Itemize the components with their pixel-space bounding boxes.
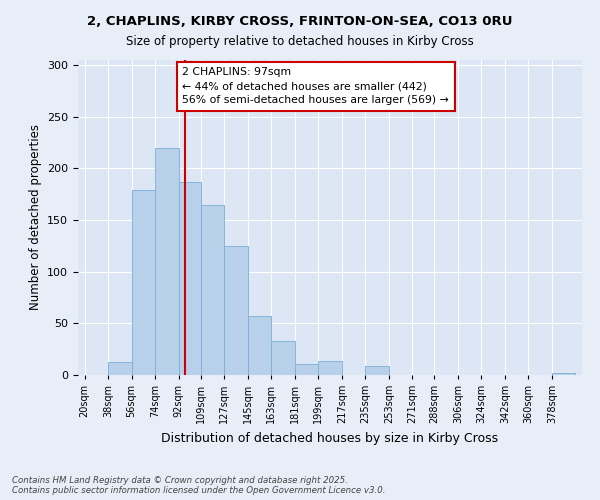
- Text: 2 CHAPLINS: 97sqm
← 44% of detached houses are smaller (442)
56% of semi-detache: 2 CHAPLINS: 97sqm ← 44% of detached hous…: [182, 67, 449, 105]
- Bar: [108, 362, 131, 375]
- Y-axis label: Number of detached properties: Number of detached properties: [29, 124, 41, 310]
- Bar: [295, 364, 318, 375]
- Text: Contains HM Land Registry data © Crown copyright and database right 2025.
Contai: Contains HM Land Registry data © Crown c…: [12, 476, 386, 495]
- Bar: [224, 246, 248, 375]
- Bar: [318, 360, 342, 375]
- Bar: [248, 316, 271, 375]
- Bar: [552, 373, 575, 375]
- Text: 2, CHAPLINS, KIRBY CROSS, FRINTON-ON-SEA, CO13 0RU: 2, CHAPLINS, KIRBY CROSS, FRINTON-ON-SEA…: [87, 15, 513, 28]
- Text: Size of property relative to detached houses in Kirby Cross: Size of property relative to detached ho…: [126, 35, 474, 48]
- X-axis label: Distribution of detached houses by size in Kirby Cross: Distribution of detached houses by size …: [161, 432, 499, 444]
- Bar: [179, 182, 201, 375]
- Bar: [365, 366, 389, 375]
- Bar: [201, 204, 224, 375]
- Bar: [271, 341, 295, 375]
- Bar: [131, 190, 155, 375]
- Bar: [155, 148, 179, 375]
